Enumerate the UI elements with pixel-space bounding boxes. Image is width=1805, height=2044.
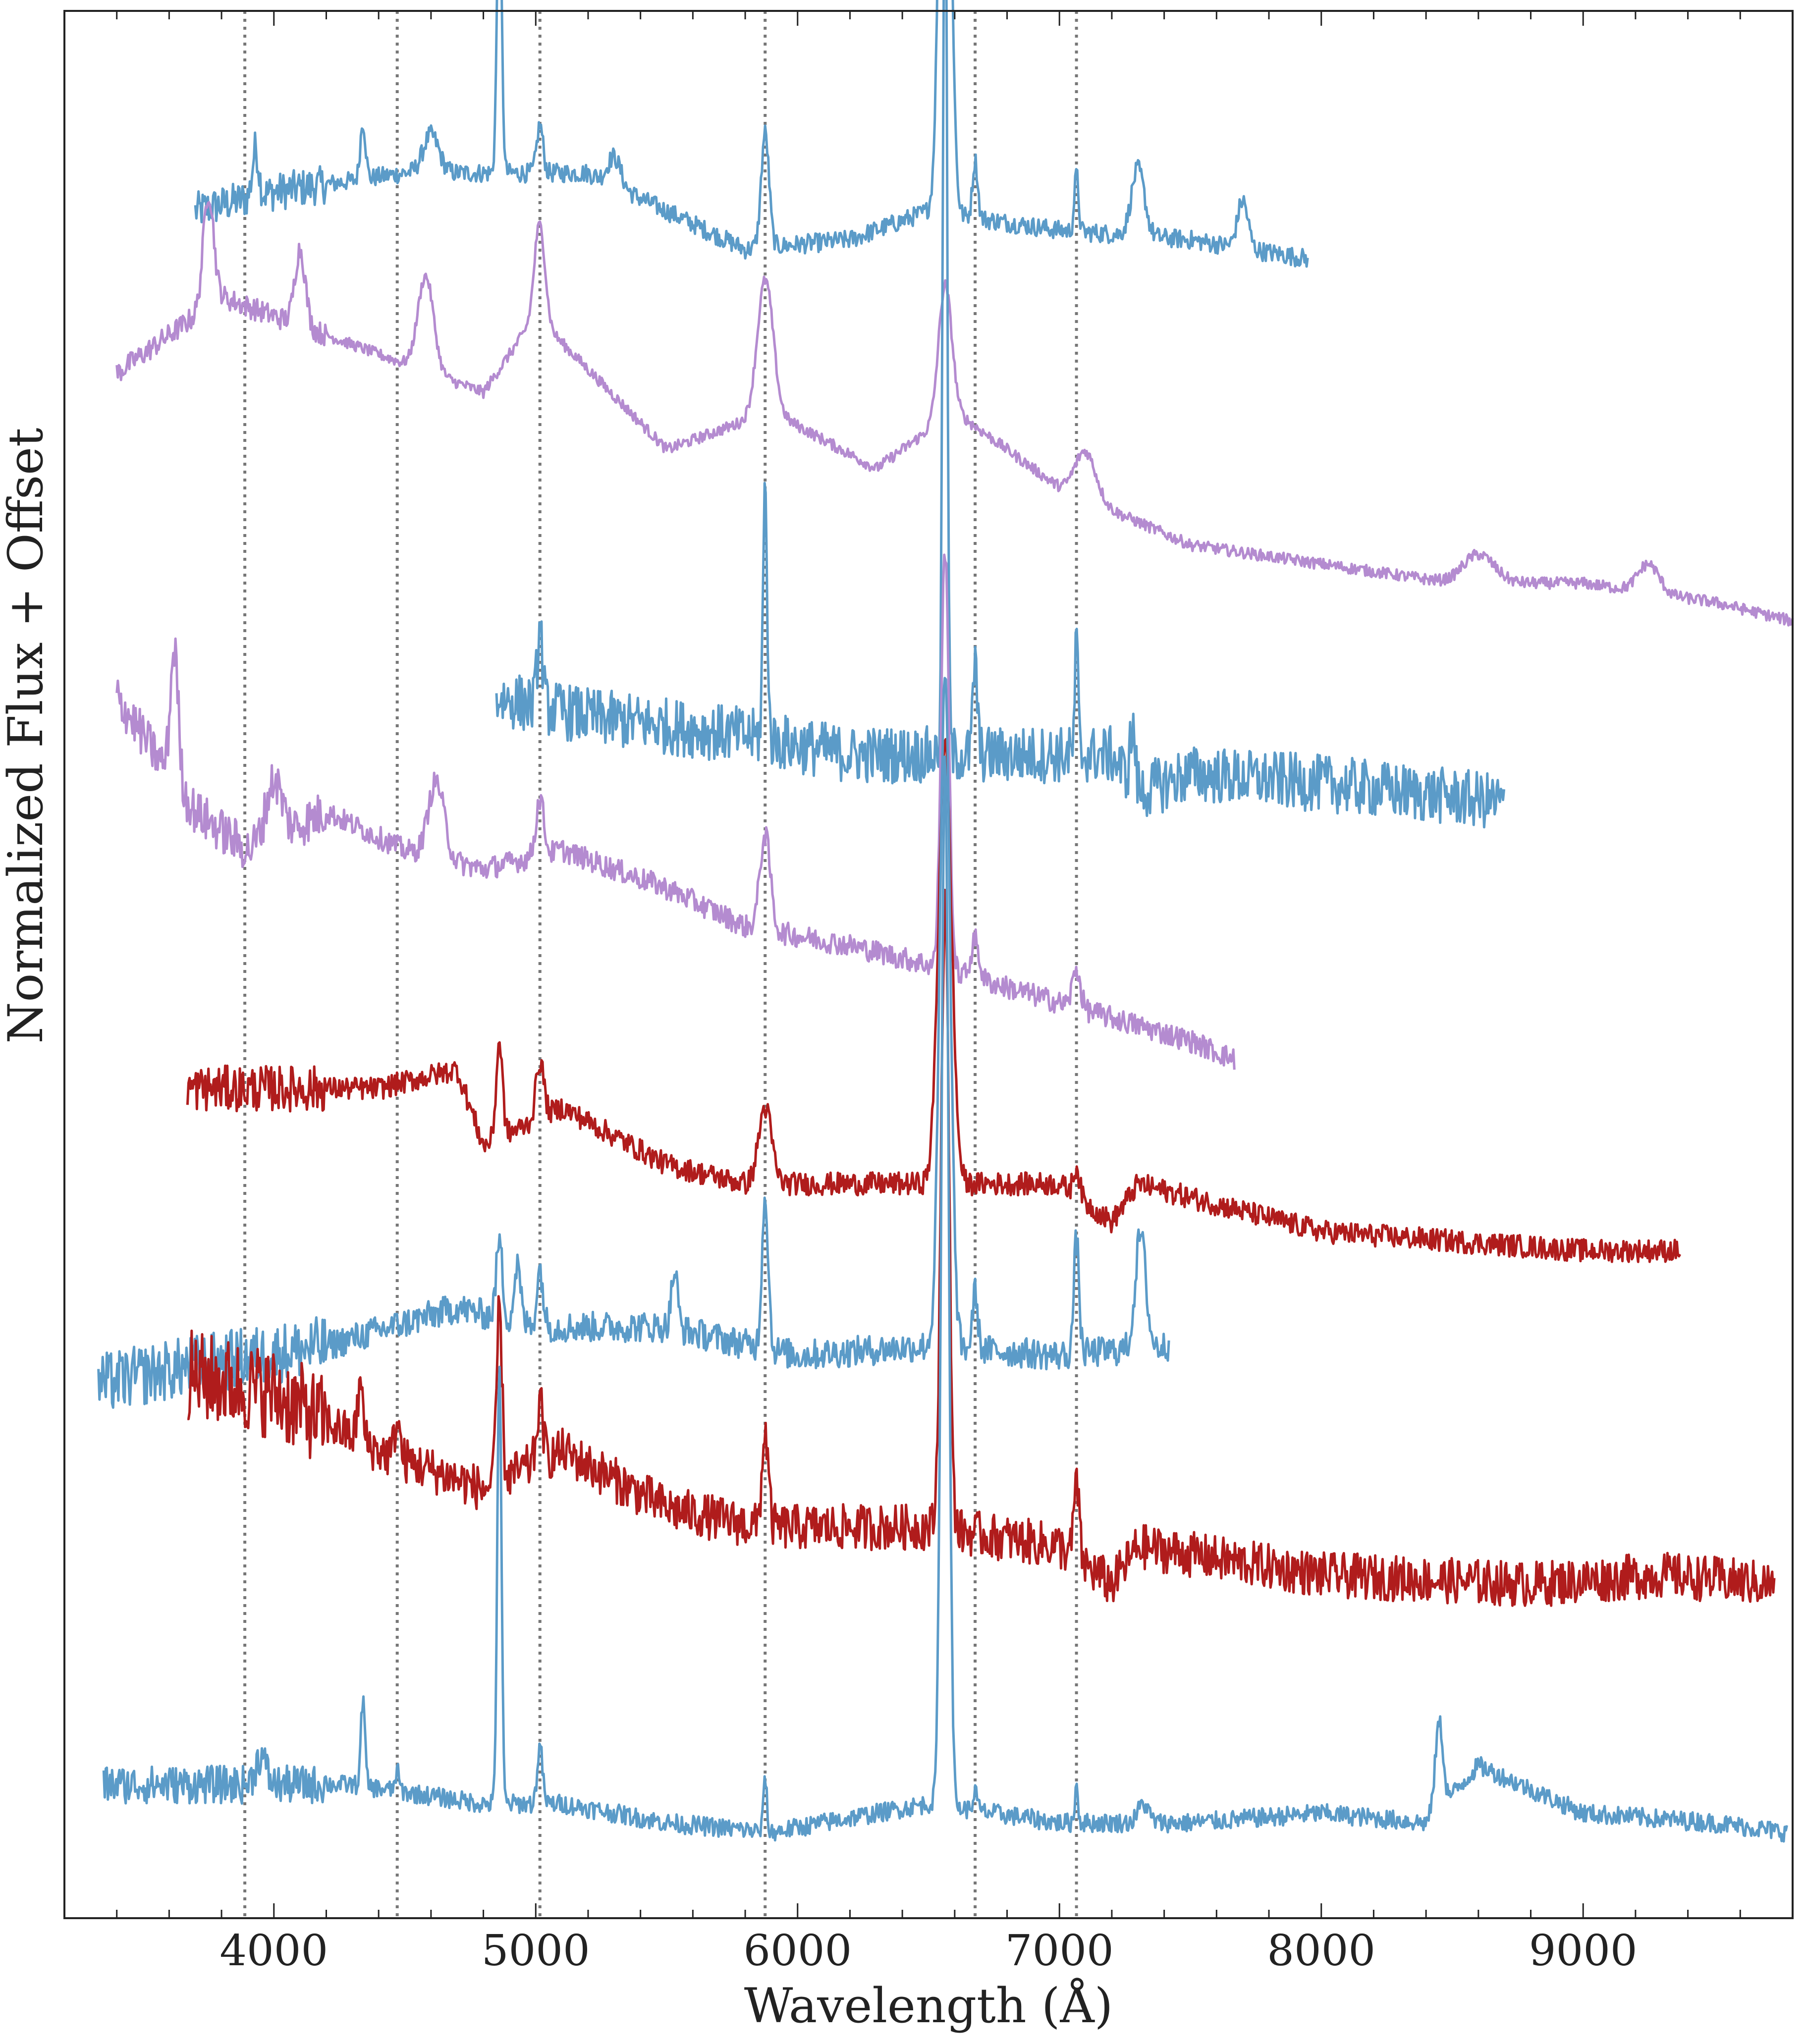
x-axis-label: Wavelength (Å): [744, 1978, 1113, 2034]
y-axis-label: Normalized Flux + Offset: [0, 428, 54, 1043]
spectrum-line: [102, 755, 1788, 1843]
axis-ticks: 4000 5000 6000 7000 8000 9000: [63, 11, 1794, 1976]
x-tick-label: 9000: [1529, 1926, 1638, 1976]
x-tick-label: 6000: [743, 1926, 852, 1976]
x-tick-label: 7000: [1005, 1926, 1114, 1976]
x-tick-label: 5000: [482, 1926, 590, 1976]
spectra-series: [97, 0, 1794, 1843]
spectrum-line: [115, 553, 1236, 1070]
reference-lines: [243, 11, 1078, 1918]
plot-frame: [63, 10, 1794, 1919]
spectrum-line: [187, 889, 1776, 1607]
spectrum-line: [115, 201, 1794, 627]
spectrum-line: [186, 738, 1682, 1263]
spectrum-line: [97, 677, 1170, 1409]
spectrum-line: [194, 0, 1309, 268]
x-tick-label: 8000: [1267, 1926, 1375, 1976]
x-tick-label: 4000: [219, 1926, 328, 1976]
spectrum-line: [495, 0, 1506, 829]
